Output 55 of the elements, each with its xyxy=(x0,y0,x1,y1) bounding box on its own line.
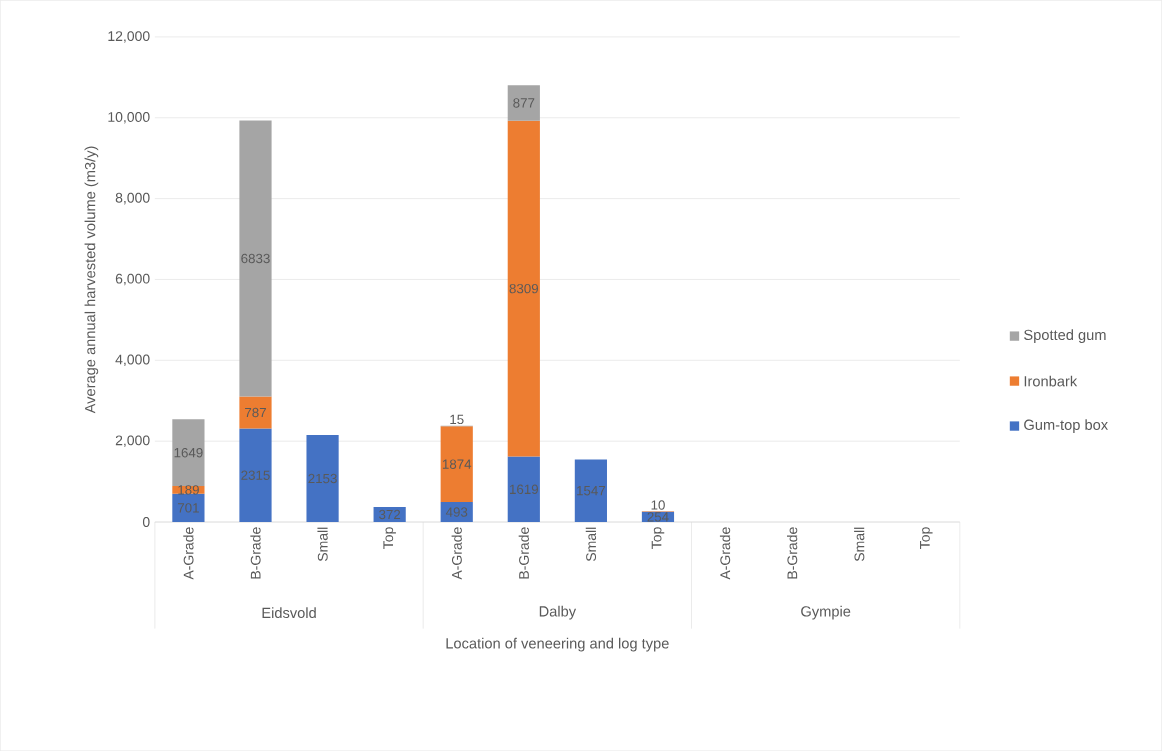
x-tick-label: Top xyxy=(651,527,665,549)
x-tick-label: Small xyxy=(317,527,328,562)
legend-label: Spotted gum xyxy=(1024,329,1106,343)
data-label: 15 xyxy=(450,414,464,425)
bar xyxy=(507,120,540,457)
bar xyxy=(440,426,473,502)
y-tick-label: 6,000 xyxy=(115,273,150,286)
data-label: 493 xyxy=(445,507,468,517)
bar xyxy=(574,459,607,522)
data-label: 701 xyxy=(177,503,199,513)
x-axis-title: Location of veneering and log type xyxy=(446,637,669,652)
bar xyxy=(239,428,272,522)
data-label: 1874 xyxy=(442,459,472,469)
data-label: 2153 xyxy=(308,473,337,484)
x-tick-label: B-Grade xyxy=(250,527,261,579)
legend-label: Gum-top box xyxy=(1024,419,1108,433)
bar xyxy=(507,85,540,121)
bar xyxy=(306,434,339,522)
bar xyxy=(172,493,205,522)
data-label: 787 xyxy=(245,407,266,418)
legend-label: Ironbark xyxy=(1024,375,1078,387)
bar xyxy=(172,419,205,486)
y-tick-label: 0 xyxy=(142,516,150,527)
x-tick-label: Small xyxy=(854,527,865,562)
y-tick-label: 12,000 xyxy=(108,31,150,43)
y-tick-label: 2,000 xyxy=(115,435,150,447)
y-axis-title: Average annual harvested volume (m3/y) xyxy=(84,146,99,414)
x-tick-label: A-Grade xyxy=(451,527,462,580)
bar xyxy=(507,456,540,522)
x-tick-label: B-Grade xyxy=(787,527,798,579)
y-tick-label: 10,000 xyxy=(108,111,150,124)
x-tick-label: Small xyxy=(585,527,597,562)
y-tick-label: 8,000 xyxy=(115,192,150,205)
text: Eidsvold xyxy=(262,607,316,618)
data-label: 6833 xyxy=(241,253,270,264)
x-tick-label: A-Grade xyxy=(719,527,731,580)
x-tick-label: B-Grade xyxy=(518,527,529,579)
y-tick-label: 4,000 xyxy=(115,354,150,367)
data-label: 8309 xyxy=(509,283,539,294)
bar xyxy=(239,396,272,429)
data-label: 1649 xyxy=(174,447,203,458)
x-tick-label: Top xyxy=(920,527,933,549)
data-label: 10 xyxy=(651,500,665,510)
data-label: 189 xyxy=(178,485,199,495)
x-tick-label: A-Grade xyxy=(183,527,194,580)
data-label: 254 xyxy=(647,512,669,522)
data-label: 1547 xyxy=(577,486,606,496)
data-label: 2315 xyxy=(241,470,270,480)
data-label: 877 xyxy=(513,98,535,108)
bar xyxy=(239,120,272,397)
text: Gympie xyxy=(801,605,851,620)
data-label: 372 xyxy=(379,509,401,520)
data-label: 1619 xyxy=(510,484,539,494)
text: Dalby xyxy=(539,605,577,620)
x-tick-label: Top xyxy=(383,527,396,549)
